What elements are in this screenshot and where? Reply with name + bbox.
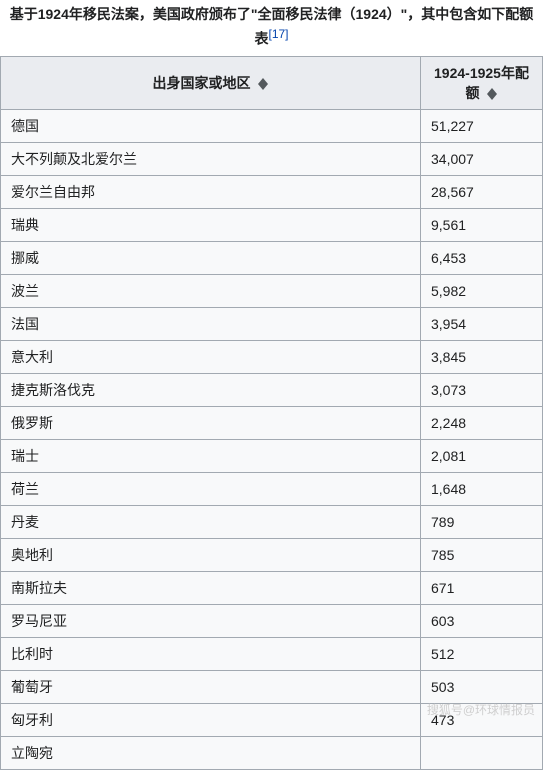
table-row: 大不列颠及北爱尔兰34,007	[1, 142, 543, 175]
cell-quota: 789	[421, 505, 543, 538]
cell-quota	[421, 736, 543, 769]
table-row: 波兰5,982	[1, 274, 543, 307]
table-row: 瑞士2,081	[1, 439, 543, 472]
cell-country: 捷克斯洛伐克	[1, 373, 421, 406]
cell-quota: 512	[421, 637, 543, 670]
cell-country: 葡萄牙	[1, 670, 421, 703]
cell-country: 奥地利	[1, 538, 421, 571]
cell-country: 大不列颠及北爱尔兰	[1, 142, 421, 175]
cell-quota: 671	[421, 571, 543, 604]
table-row: 意大利3,845	[1, 340, 543, 373]
cell-country: 挪威	[1, 241, 421, 274]
cell-country: 法国	[1, 307, 421, 340]
table-row: 匈牙利473	[1, 703, 543, 736]
table-row: 德国51,227	[1, 109, 543, 142]
cell-quota: 603	[421, 604, 543, 637]
cell-country: 爱尔兰自由邦	[1, 175, 421, 208]
sort-icon	[258, 78, 268, 90]
cell-country: 俄罗斯	[1, 406, 421, 439]
table-row: 奥地利785	[1, 538, 543, 571]
cell-quota: 9,561	[421, 208, 543, 241]
header-quota-label: 1924-1925年配额	[434, 65, 529, 101]
table-row: 南斯拉夫671	[1, 571, 543, 604]
cell-country: 德国	[1, 109, 421, 142]
cell-country: 波兰	[1, 274, 421, 307]
cell-country: 南斯拉夫	[1, 571, 421, 604]
cell-country: 瑞典	[1, 208, 421, 241]
sort-icon	[487, 88, 497, 100]
cell-country: 荷兰	[1, 472, 421, 505]
cell-quota: 3,954	[421, 307, 543, 340]
cell-quota: 34,007	[421, 142, 543, 175]
table-caption: 基于1924年移民法案，美国政府颁布了"全面移民法律（1924）"，其中包含如下…	[0, 0, 543, 56]
cell-quota: 785	[421, 538, 543, 571]
cell-quota: 503	[421, 670, 543, 703]
table-row: 立陶宛	[1, 736, 543, 769]
cell-quota: 5,982	[421, 274, 543, 307]
table-row: 挪威6,453	[1, 241, 543, 274]
cell-country: 匈牙利	[1, 703, 421, 736]
cell-quota: 2,248	[421, 406, 543, 439]
table-row: 法国3,954	[1, 307, 543, 340]
table-row: 荷兰1,648	[1, 472, 543, 505]
table-row: 葡萄牙503	[1, 670, 543, 703]
header-row: 出身国家或地区 1924-1925年配额	[1, 56, 543, 109]
table-row: 俄罗斯2,248	[1, 406, 543, 439]
cell-country: 意大利	[1, 340, 421, 373]
header-quota[interactable]: 1924-1925年配额	[421, 56, 543, 109]
table-row: 比利时512	[1, 637, 543, 670]
cell-quota: 473	[421, 703, 543, 736]
table-row: 瑞典9,561	[1, 208, 543, 241]
table-row: 罗马尼亚603	[1, 604, 543, 637]
cell-country: 立陶宛	[1, 736, 421, 769]
cell-quota: 2,081	[421, 439, 543, 472]
cell-quota: 51,227	[421, 109, 543, 142]
cell-country: 比利时	[1, 637, 421, 670]
quota-table: 出身国家或地区 1924-1925年配额 德国51,227大不列颠及北爱尔兰34…	[0, 56, 543, 770]
table-row: 爱尔兰自由邦28,567	[1, 175, 543, 208]
table-row: 捷克斯洛伐克3,073	[1, 373, 543, 406]
table-row: 丹麦789	[1, 505, 543, 538]
cell-quota: 3,845	[421, 340, 543, 373]
cell-quota: 1,648	[421, 472, 543, 505]
cell-country: 罗马尼亚	[1, 604, 421, 637]
cell-quota: 28,567	[421, 175, 543, 208]
header-country[interactable]: 出身国家或地区	[1, 56, 421, 109]
cell-country: 瑞士	[1, 439, 421, 472]
header-country-label: 出身国家或地区	[153, 75, 251, 91]
cell-quota: 3,073	[421, 373, 543, 406]
cell-quota: 6,453	[421, 241, 543, 274]
table-body: 德国51,227大不列颠及北爱尔兰34,007爱尔兰自由邦28,567瑞典9,5…	[1, 109, 543, 769]
reference-link[interactable]: [17]	[268, 27, 288, 41]
cell-country: 丹麦	[1, 505, 421, 538]
